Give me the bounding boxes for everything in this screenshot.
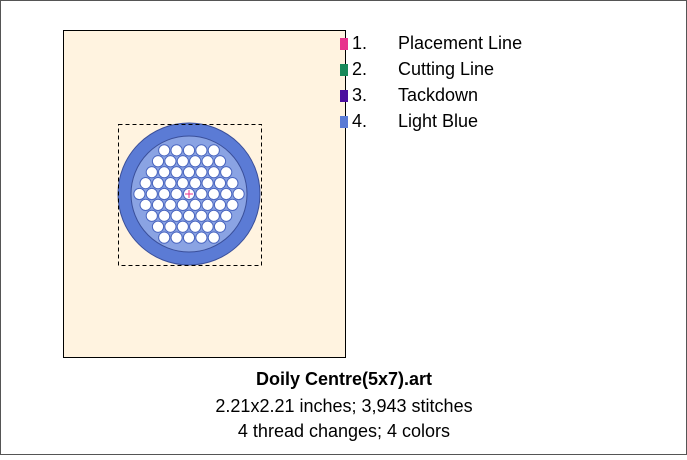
color-swatch — [340, 38, 348, 50]
lattice-cell — [189, 155, 202, 168]
lattice-cell — [220, 166, 233, 179]
lattice-cell — [207, 166, 220, 179]
lattice-cell — [182, 166, 196, 179]
lattice-cell — [226, 176, 239, 190]
size-info: 2.21x2.21 inches; 3,943 stitches — [215, 396, 472, 416]
lattice-cell — [151, 176, 165, 190]
lattice-cell — [189, 176, 202, 190]
color-number: 3. — [352, 85, 367, 105]
lattice-cell — [201, 220, 214, 233]
lattice-cell — [207, 209, 220, 222]
lattice-cell — [145, 187, 158, 201]
thread-info: 4 thread changes; 4 colors — [238, 421, 450, 441]
lattice-cell — [213, 155, 227, 168]
lattice-cell — [201, 176, 214, 190]
lattice-cell — [158, 144, 171, 157]
lattice-cell — [139, 176, 152, 190]
color-name: Light Blue — [398, 111, 478, 131]
color-number: 2. — [352, 59, 367, 79]
lattice-cell — [195, 144, 208, 157]
lattice-cell — [176, 220, 189, 233]
lattice-cell — [164, 220, 177, 233]
lattice-cell — [164, 155, 177, 168]
lattice-cell — [145, 166, 158, 179]
design-title: Doily Centre(5x7).art — [256, 369, 432, 389]
lattice-cell — [151, 220, 165, 233]
lattice-cell — [164, 198, 177, 212]
lattice-cell — [201, 198, 214, 212]
bounding-box — [118, 124, 262, 266]
lattice-cell — [170, 166, 183, 179]
lattice-cell — [151, 155, 165, 168]
lattice-cell — [195, 187, 208, 201]
lattice-cell — [133, 187, 146, 201]
color-number: 4. — [352, 111, 367, 131]
color-name: Placement Line — [398, 33, 522, 53]
lattice-cell — [170, 231, 183, 244]
color-number: 1. — [352, 33, 367, 53]
lattice-cell — [182, 231, 196, 244]
lattice-cell — [226, 198, 239, 212]
lattice-cell — [207, 187, 220, 201]
lattice-cell — [158, 166, 171, 179]
lattice-cell — [170, 209, 183, 222]
lattice-cell — [158, 231, 171, 244]
lattice-cell — [176, 198, 189, 212]
lattice-cell — [213, 220, 227, 233]
lattice-cell — [182, 209, 196, 222]
lattice-cell — [158, 187, 171, 201]
color-name: Tackdown — [398, 85, 478, 105]
lattice-cell — [195, 209, 208, 222]
lattice-cell — [176, 176, 189, 190]
lattice-cell — [170, 187, 183, 201]
lattice-cell — [158, 209, 171, 222]
lattice-cell — [176, 155, 189, 168]
lattice-cell — [170, 144, 183, 157]
lattice-cell — [164, 176, 177, 190]
lattice-cell — [182, 144, 196, 157]
color-swatch — [340, 90, 348, 102]
lattice-cell — [145, 209, 158, 222]
lattice-cell — [139, 198, 152, 212]
lattice-cell — [201, 155, 214, 168]
lattice-cell — [220, 209, 233, 222]
color-name: Cutting Line — [398, 59, 494, 79]
lattice-cell — [207, 144, 220, 157]
legend: 1. Placement Line 2. Cutting Line 3. Tackdown… — [340, 33, 522, 131]
design-art — [117, 122, 261, 266]
lattice-cell — [195, 231, 208, 244]
lattice-cell — [213, 198, 227, 212]
lattice-cell — [189, 198, 202, 212]
lattice-cell — [189, 220, 202, 233]
lattice-cell — [213, 176, 227, 190]
lattice-cell — [220, 187, 233, 201]
color-swatch — [340, 64, 348, 76]
lattice-cell — [207, 231, 220, 244]
color-swatch — [340, 116, 348, 128]
lattice-cell — [195, 166, 208, 179]
lattice-cell — [151, 198, 165, 212]
lattice-cell — [232, 187, 245, 201]
